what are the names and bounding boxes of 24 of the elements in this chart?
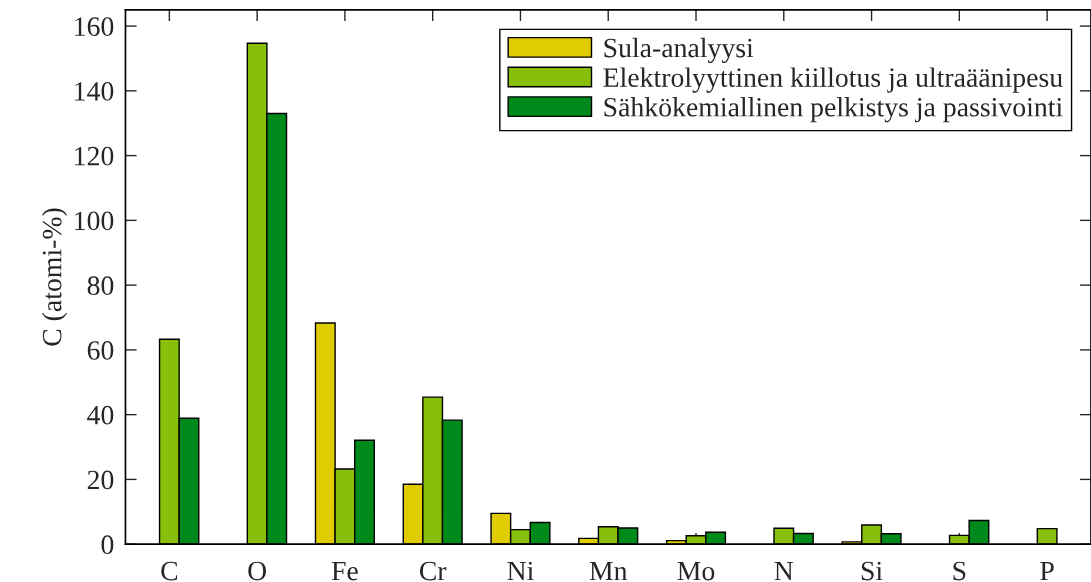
y-tick-label: 100 bbox=[75, 211, 114, 231]
x-tick-label: Mo bbox=[677, 561, 715, 581]
y-tick-label: 20 bbox=[87, 470, 114, 490]
x-tick-label: Cr bbox=[419, 561, 447, 581]
y-tick-label: 60 bbox=[87, 341, 114, 360]
x-tick-label: Si bbox=[861, 561, 883, 581]
x-tick-label: Mn bbox=[589, 561, 628, 581]
x-tick-label: S bbox=[953, 561, 966, 581]
y-axis-title: C (atomi-%) bbox=[41, 208, 68, 346]
y-tick-label: 40 bbox=[87, 405, 114, 425]
x-tick-label: P bbox=[1040, 561, 1054, 581]
legend-label: Elektrolyyttinen kiillotus ja ultraäänipesu bbox=[603, 67, 1063, 93]
x-tick-label: C bbox=[161, 561, 178, 581]
legend-label: Sähkökemiallinen pelkistys ja passivointi bbox=[604, 97, 1063, 123]
y-tick-label: 160 bbox=[75, 17, 114, 36]
x-tick-label: N bbox=[774, 561, 794, 581]
legend-label: Sula-analyysi bbox=[604, 37, 754, 64]
x-tick-label: O bbox=[248, 561, 267, 581]
x-tick-label: Ni bbox=[507, 561, 534, 581]
y-tick-label: 140 bbox=[75, 82, 114, 101]
y-tick-label: 80 bbox=[87, 276, 114, 296]
y-tick-label: 0 bbox=[101, 535, 114, 555]
y-tick-label: 120 bbox=[75, 146, 114, 166]
x-tick-label: Fe bbox=[331, 561, 358, 581]
